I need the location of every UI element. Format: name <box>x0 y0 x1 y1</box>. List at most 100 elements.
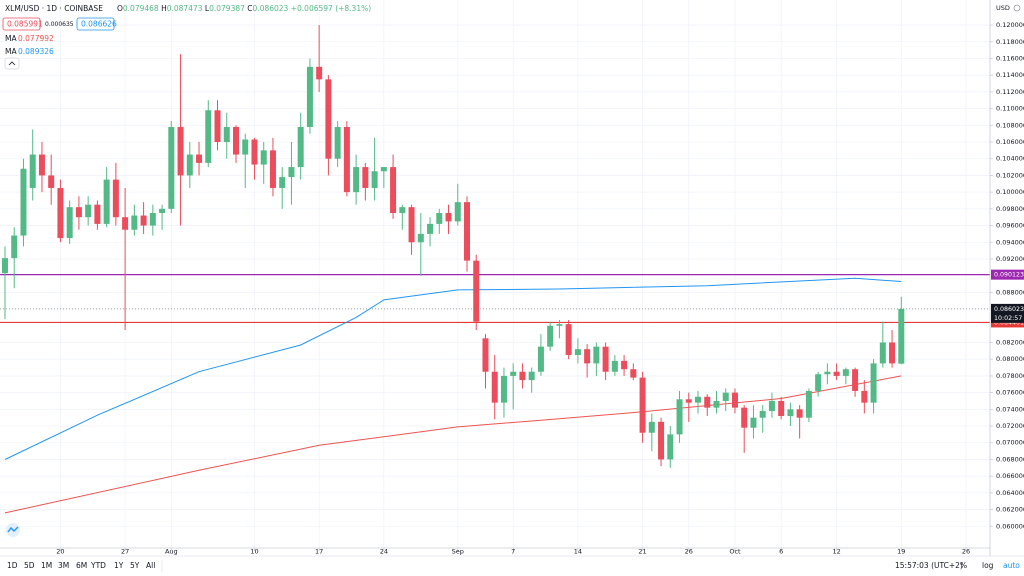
indicator-name: MA <box>5 34 17 43</box>
candle-body <box>602 346 609 372</box>
logo <box>6 523 20 537</box>
ask-box[interactable] <box>76 17 115 31</box>
candle-body <box>103 179 110 224</box>
indicator-value: 0.089326 <box>18 47 54 56</box>
range-button[interactable]: 5D <box>24 561 35 570</box>
range-button[interactable]: 5Y <box>130 561 140 570</box>
candle-body <box>334 126 341 159</box>
candle-body <box>436 213 443 224</box>
ohlc-value: 0.087473 <box>167 4 203 13</box>
candle-body <box>1 258 8 274</box>
candle-body <box>445 213 452 222</box>
candle-body <box>898 308 905 364</box>
bid-box[interactable] <box>2 17 41 31</box>
candle-body <box>713 400 720 408</box>
y-tick-label: 0.104000 <box>996 155 1024 163</box>
logo-mark <box>7 526 19 533</box>
candle-body <box>879 342 886 364</box>
clock[interactable]: 15:57:03 (UTC+2) <box>895 561 963 570</box>
candle-body <box>833 371 840 376</box>
candle-body <box>353 167 360 193</box>
candle-body <box>842 369 849 376</box>
y-tick-label: 0.068000 <box>996 455 1024 463</box>
candle-body <box>796 409 803 418</box>
range-button[interactable]: 3M <box>58 561 69 570</box>
range-button[interactable]: YTD <box>90 561 106 570</box>
candle-body <box>722 392 729 401</box>
candle-body <box>408 207 415 243</box>
candle-body <box>75 207 82 218</box>
candle-body <box>510 371 517 376</box>
candle-body <box>870 363 877 403</box>
candle-body <box>500 375 507 403</box>
candle-body <box>306 66 313 127</box>
candle-body <box>242 139 249 155</box>
x-tick-label: 12 <box>832 548 840 556</box>
indicator-value: 0.077992 <box>18 34 54 43</box>
candle-body <box>759 411 766 418</box>
y-tick-label: 0.118000 <box>996 38 1024 46</box>
y-tick-label: 0.078000 <box>996 372 1024 380</box>
candle-body <box>149 213 156 226</box>
candle-body <box>805 390 812 418</box>
scale-option[interactable]: log <box>982 561 994 570</box>
collapse-button[interactable] <box>4 57 20 70</box>
bid[interactable]: 0.085991 <box>7 20 43 29</box>
plot <box>0 25 990 514</box>
candle-body <box>574 349 581 356</box>
x-tick-label: Oct <box>729 548 741 556</box>
scale-option[interactable]: % <box>960 561 967 570</box>
range-button[interactable]: All <box>146 561 155 570</box>
candle-body <box>824 371 831 375</box>
y-tick-label: 0.106000 <box>996 138 1024 146</box>
scale-option[interactable]: auto <box>1003 561 1020 570</box>
y-tick-label: 0.064000 <box>996 489 1024 497</box>
moving-average <box>4 277 902 460</box>
candle-body <box>48 175 55 188</box>
y-tick-label: 0.092000 <box>996 255 1024 263</box>
candle-body <box>297 126 304 168</box>
y-tick-label: 0.098000 <box>996 205 1024 213</box>
candle-body <box>279 177 286 188</box>
candle-body <box>741 407 748 428</box>
candle-body <box>621 360 628 370</box>
candle-body <box>473 260 480 322</box>
ohlc-prefix: H <box>161 4 167 13</box>
x-tick-label: 26 <box>962 548 970 556</box>
x-tick-label: 21 <box>638 548 646 556</box>
candle-body <box>519 371 526 381</box>
y-tick-label: 0.100000 <box>996 188 1024 196</box>
candle-body <box>417 233 424 243</box>
candle-body <box>362 167 369 188</box>
candle-body <box>491 371 498 403</box>
grid <box>0 0 990 548</box>
candle-body <box>85 204 92 218</box>
currency-icon[interactable] <box>1013 4 1021 12</box>
y-tick-label: 0.062000 <box>996 506 1024 514</box>
candle-body <box>288 167 295 178</box>
candle-body <box>648 421 655 433</box>
range-button[interactable]: 1M <box>41 561 52 570</box>
spread: 0.000635 <box>45 21 74 28</box>
candle-body <box>852 369 859 391</box>
range-button[interactable]: 6M <box>76 561 87 570</box>
candle-body <box>131 215 138 230</box>
price-tag-label: 0.090123 <box>994 272 1024 279</box>
x-tick-label: Aug <box>165 548 178 556</box>
candle-body <box>861 390 868 403</box>
candle-body <box>38 154 45 176</box>
candle-body <box>482 338 489 372</box>
y-tick-label: 0.112000 <box>996 88 1024 96</box>
y-tick-label: 0.082000 <box>996 339 1024 347</box>
y-tick-label: 0.094000 <box>996 238 1024 246</box>
candle-body <box>815 374 822 391</box>
range-button[interactable]: 1Y <box>114 561 124 570</box>
candle-body <box>658 421 665 460</box>
candle-body <box>768 400 775 411</box>
candle-body <box>787 409 794 417</box>
candle-body <box>205 110 212 163</box>
range-button[interactable]: 1D <box>7 561 18 570</box>
collapse-icon <box>8 61 16 66</box>
x-tick-label: 17 <box>315 548 323 556</box>
candle-body <box>251 139 258 165</box>
